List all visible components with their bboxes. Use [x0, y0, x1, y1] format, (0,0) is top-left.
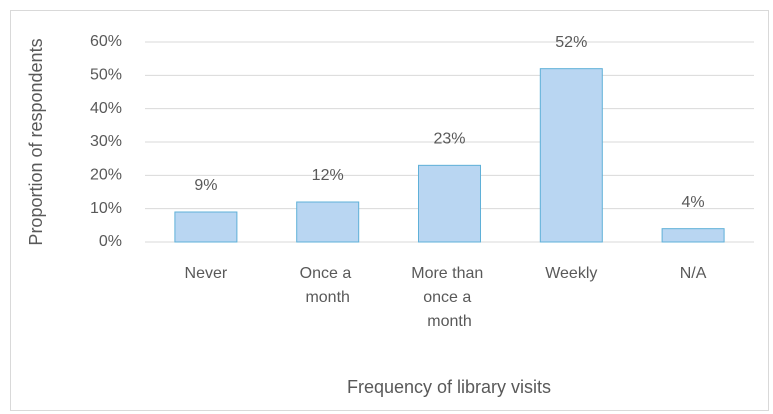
data-label: 12% — [312, 167, 344, 184]
y-tick-label: 40% — [90, 100, 122, 117]
x-tick-label: N/A — [680, 265, 707, 282]
x-tick-label: More than once a month — [411, 265, 487, 330]
y-tick-label: 60% — [90, 33, 122, 50]
y-axis-title: Proportion of respondents — [26, 38, 46, 245]
bar — [418, 164, 481, 243]
data-label: 52% — [555, 34, 587, 51]
y-tick-label: 0% — [99, 233, 122, 250]
y-tick-label: 20% — [90, 167, 122, 184]
x-axis-title: Frequency of library visits — [347, 377, 551, 397]
bar — [539, 68, 603, 243]
y-tick-label: 10% — [90, 200, 122, 217]
data-label: 23% — [433, 131, 465, 148]
bar — [174, 211, 238, 243]
x-tick-label: Once a month — [300, 265, 356, 306]
data-label: 4% — [682, 194, 705, 211]
bar — [661, 228, 725, 243]
x-tick-label: Weekly — [545, 265, 597, 282]
bar — [296, 201, 360, 243]
y-tick-label: 30% — [90, 133, 122, 150]
chart-border — [10, 10, 769, 411]
data-label: 9% — [194, 177, 217, 194]
y-tick-label: 50% — [90, 67, 122, 84]
x-tick-label: Never — [185, 265, 228, 282]
